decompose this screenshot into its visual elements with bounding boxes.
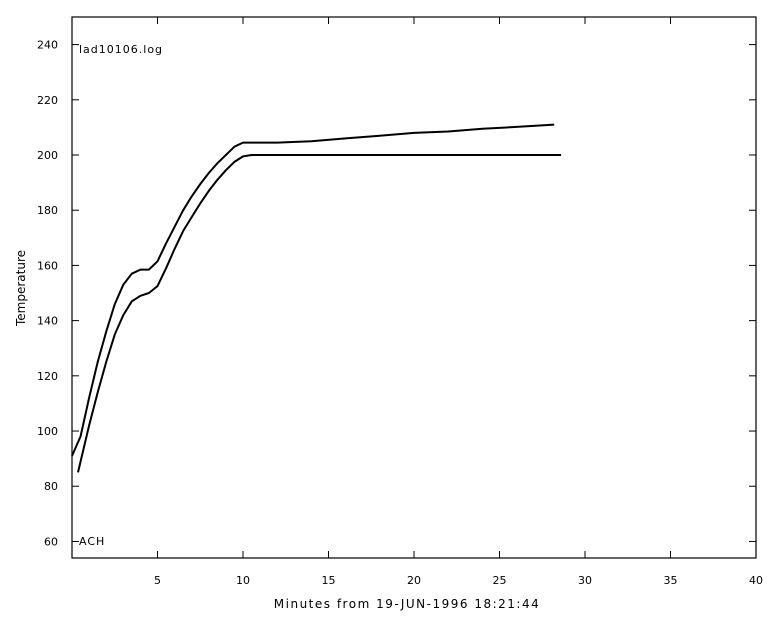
x-tick-label-5: 30 [578,574,592,587]
x-tick-label-0: 5 [154,574,161,587]
series-line-1 [71,123,555,457]
y-axis-title: Temperature [14,250,28,327]
annotation-log-name: lad10106.log [79,43,163,56]
y-tick-label-5: 160 [37,259,58,272]
y-tick-label-3: 120 [37,370,58,383]
y-axis-ticks: 60 80 100 120 140 160 180 200 220 240 [37,39,756,548]
x-tick-label-6: 35 [664,574,678,587]
x-tick-label-3: 20 [407,574,421,587]
y-tick-label-1: 80 [44,480,58,493]
plot-frame [71,16,757,559]
y-tick-label-7: 200 [37,149,58,162]
x-tick-label-4: 25 [493,574,507,587]
y-tick-label-4: 140 [37,315,58,328]
annotation-ach: ACH [79,535,105,548]
series-layer [71,123,562,473]
x-tick-label-7: 40 [749,574,763,587]
y-tick-label-6: 180 [37,204,58,217]
x-axis-title: Minutes from 19-JUN-1996 18:21:44 [274,597,540,611]
x-axis-ticks: 5 10 15 20 25 30 35 40 [154,17,763,587]
y-tick-label-9: 240 [37,39,58,52]
y-tick-label-8: 220 [37,94,58,107]
y-tick-label-2: 100 [37,425,58,438]
y-tick-label-0: 60 [44,535,58,548]
x-tick-label-2: 15 [322,574,336,587]
x-tick-label-1: 10 [236,574,250,587]
series-line-2 [77,154,562,473]
